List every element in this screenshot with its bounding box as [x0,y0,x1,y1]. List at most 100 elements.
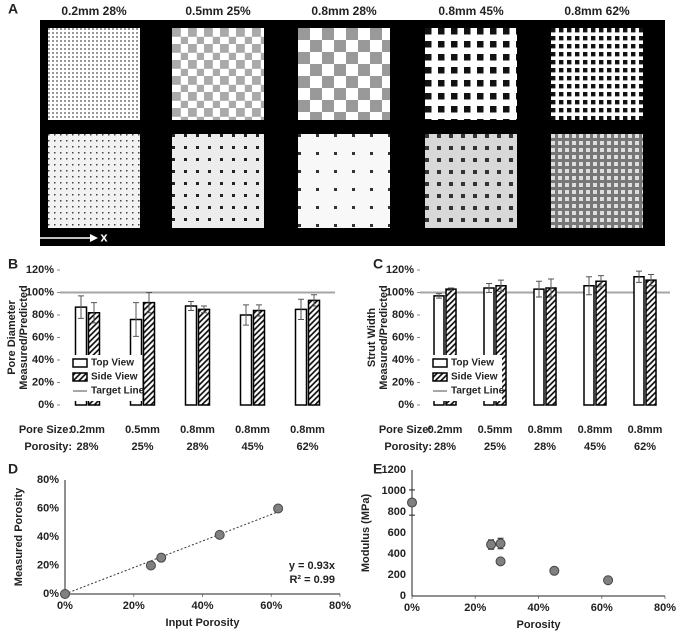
data-point [145,560,156,571]
y-axis-title: Measured/Predicted [18,285,30,390]
data-point [214,529,225,540]
y-tick-label: 80% [392,309,414,321]
x-tick-sublabel: 28% [434,441,456,453]
x-tick-sublabel: 25% [484,441,506,453]
x-tick-label: 0% [404,602,420,614]
y-tick-label: 40% [392,354,414,366]
trend-r-squared: R² = 0.99 [289,574,335,586]
y-tick-label: 0% [43,588,59,600]
data-point [486,539,497,550]
y-axis-title: Measured/Predicted [378,285,390,390]
bar [595,280,607,406]
x-tick-sublabel: 28% [76,441,98,453]
bar [633,276,645,406]
design-image [551,28,643,120]
x-tick-sublabel: 62% [634,441,656,453]
design-image [48,28,140,120]
y-tick-label: 20% [32,376,54,388]
legend-label: Top View [451,358,494,369]
y-axis-title: Measured Porosity [13,487,25,586]
y-tick-label: 120% [386,264,414,276]
column-label: 0.8mm 28% [311,4,377,18]
x-tick-label: 0.8mm [628,424,663,436]
design-image [425,28,517,120]
column-label: 0.8mm 62% [564,4,630,18]
panel-letter: E [373,461,382,477]
bar [252,309,266,406]
trend-equation: y = 0.93x [289,560,336,572]
x-tick-sublabel: 25% [131,441,153,453]
arrow-head [90,234,98,242]
bar [142,301,156,406]
panel-letter: B [8,256,18,272]
bar [239,314,253,406]
x-tick-label: 0.5mm [478,424,513,436]
category-title: Pore Size: [379,424,432,436]
column-label: 0.2mm 28% [61,4,127,18]
y-axis-title: Pore Diameter [6,299,18,374]
x-tick-label: 0.5mm [125,424,160,436]
y-tick-label: 600 [388,527,406,539]
y-tick-label: 60% [37,502,59,514]
y-axis-title: Modulus (MPa) [360,494,372,573]
y-tick-label: 120% [26,264,54,276]
bar [184,305,198,406]
print-image [425,134,517,228]
y-tick-label: 1000 [382,485,406,497]
sublabel-title: Porosity: [24,441,72,453]
y-tick-label: 0% [38,399,54,411]
x-tick-sublabel: 45% [584,441,606,453]
x-tick-label: 0.8mm [290,424,325,436]
legend-label: Target Line [91,386,145,397]
y-tick-label: 40% [32,354,54,366]
legend-swatch [72,358,88,368]
y-tick-label: 400 [388,548,406,560]
y-tick-label: 60% [392,331,414,343]
data-point [273,503,284,514]
column-label: 0.8mm 45% [438,4,504,18]
bar [197,308,211,406]
x-tick-label: 80% [654,602,676,614]
x-tick-label: 0.2mm [70,424,105,436]
panel-letter: D [8,461,18,477]
arrow-head [28,162,36,170]
x-tick-label: 0.8mm [235,424,270,436]
x-tick-label: 20% [123,600,145,612]
bar [307,299,321,406]
x-tick-label: 60% [260,600,282,612]
bar [583,285,595,406]
legend-label: Side View [451,372,498,383]
y-tick-label: 0 [400,590,406,602]
x-tick-label: 0.8mm [528,424,563,436]
axis-label: x [100,229,108,244]
y-tick-label: 40% [37,531,59,543]
x-tick-label: 40% [527,602,549,614]
axis-label: y [28,149,36,164]
y-tick-label: 200 [388,569,406,581]
x-tick-label: 0.2mm [428,424,463,436]
print-image [172,134,264,228]
legend-label: Side View [91,372,138,383]
data-point [407,497,417,508]
y-tick-label: 1200 [382,464,406,476]
data-point [156,552,167,563]
row-label: Design [20,54,34,94]
data-point [495,538,506,549]
y-tick-label: 20% [392,376,414,388]
x-tick-sublabel: 28% [534,441,556,453]
panel-letter: C [373,256,383,272]
data-point [549,565,560,576]
y-tick-label: 80% [32,309,54,321]
y-tick-label: 100% [26,286,54,298]
x-tick-label: 60% [591,602,613,614]
print-image [48,134,140,228]
sublabel-title: Porosity: [384,441,432,453]
x-tick-sublabel: 45% [241,441,263,453]
design-image [298,28,390,120]
x-tick-label: 0% [57,600,73,612]
x-axis-title: Porosity [516,619,561,631]
column-label: 0.5mm 25% [185,4,251,18]
bar [533,288,545,406]
panel-letter: A [8,1,18,17]
